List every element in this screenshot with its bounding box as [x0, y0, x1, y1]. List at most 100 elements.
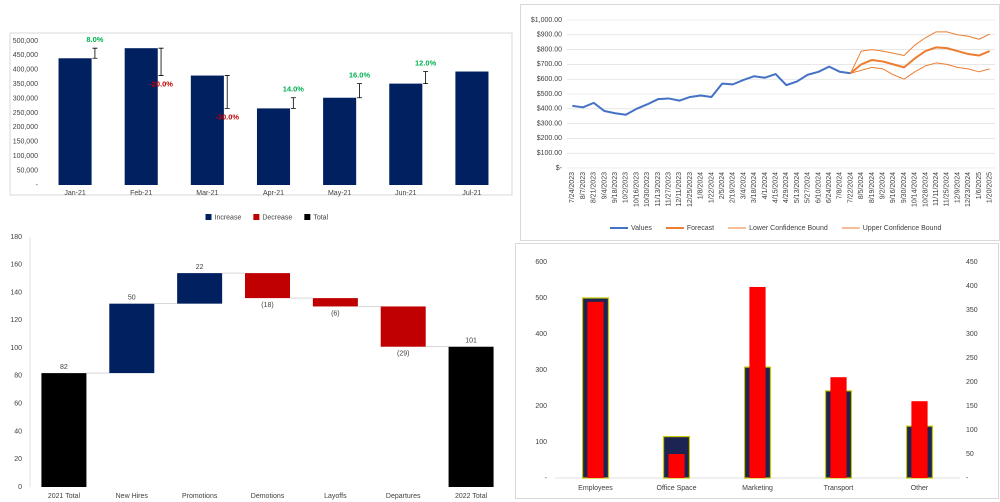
x-tick-label: 11/13/2023 [655, 172, 662, 207]
change-label: -20.0% [149, 80, 173, 89]
change-label: 14.0% [283, 85, 305, 94]
value-label: 22 [196, 264, 204, 271]
x-tick-label: 1/8/2024 [698, 172, 705, 199]
bar [448, 346, 494, 487]
panel-frame [515, 243, 999, 499]
x-tick-label: 4/1/2024 [762, 172, 769, 199]
y-tick-label: $600.00 [537, 76, 562, 83]
x-tick-label: 10/2/2023 [623, 172, 630, 203]
y-tick-label: 20 [14, 456, 22, 463]
bar [109, 303, 155, 374]
x-tick-label: Demotions [251, 493, 285, 500]
bar [389, 83, 423, 185]
legend-swatch [253, 214, 260, 220]
x-tick-label: 11/27/2023 [665, 172, 672, 207]
x-tick-label: 12/23/2024 [965, 172, 972, 207]
y-tick-label: 400,000 [13, 67, 38, 74]
x-tick-label: 9/30/2024 [901, 172, 908, 203]
change-bracket [423, 71, 429, 85]
bar [124, 48, 158, 186]
x-tick-label: 8/7/2023 [580, 172, 587, 199]
y-tick-label: 100,000 [13, 153, 38, 160]
x-tick-label: 1/6/2025 [976, 172, 983, 199]
x-tick-label: 2021 Total [48, 493, 81, 500]
y-tick-label: 150,000 [13, 139, 38, 146]
series-line [850, 31, 990, 74]
x-tick-label: May-21 [328, 190, 351, 197]
y-tick-label: 0 [18, 484, 22, 491]
y-tick-label: 100 [10, 345, 22, 352]
y-tick-label: 80 [14, 373, 22, 380]
change-bracket [92, 47, 98, 59]
change-bracket [158, 47, 164, 76]
y-tick-label: 50,000 [17, 167, 39, 174]
y-tick-label: 200 [966, 379, 978, 386]
y-tick-label: 160 [10, 262, 22, 269]
change-label: 16.0% [349, 71, 371, 80]
panel-frame [9, 32, 513, 196]
x-tick-label: 10/28/2024 [922, 172, 929, 207]
legend-label: Total [313, 214, 328, 221]
bar [323, 97, 357, 185]
y-tick-label: $500.00 [537, 91, 562, 98]
x-tick-label: 7/8/2024 [837, 172, 844, 199]
y-tick-label: 600 [535, 259, 547, 266]
y-tick-label: 500,000 [13, 38, 38, 45]
y-tick-label: $900.00 [537, 32, 562, 39]
x-tick-label: 4/29/2024 [783, 172, 790, 203]
x-tick-label: 3/18/2024 [751, 172, 758, 203]
x-tick-label: Feb-21 [130, 190, 152, 197]
bar [380, 306, 426, 347]
x-tick-label: 4/15/2024 [772, 172, 779, 203]
x-tick-label: 8/5/2024 [858, 172, 865, 199]
value-label: 101 [465, 338, 477, 345]
y-tick-label: $300.00 [537, 120, 562, 127]
x-tick-label: Employees [578, 485, 613, 492]
y-tick-label: $- [556, 165, 563, 172]
change-label: -30.0% [215, 112, 239, 121]
series-line [572, 65, 851, 116]
y-tick-label: $100.00 [537, 150, 562, 157]
value-label: (18) [261, 302, 273, 309]
x-tick-label: Apr-21 [263, 190, 284, 197]
x-tick-label: 3/4/2024 [740, 172, 747, 199]
y-tick-label: 450 [966, 259, 978, 266]
x-tick-label: 12/9/2024 [954, 172, 961, 203]
y-tick-label: 250 [966, 355, 978, 362]
series-line [849, 46, 991, 75]
x-tick-label: 11/25/2024 [944, 172, 951, 207]
x-tick-label: 11/11/2024 [933, 172, 940, 206]
x-tick-label: 8/19/2024 [869, 172, 876, 203]
y-tick-label: $1,000.00 [531, 17, 562, 24]
legend-label: Decrease [262, 214, 292, 221]
x-tick-label: 10/30/2023 [644, 172, 651, 207]
x-tick-label: 9/4/2023 [601, 172, 608, 199]
bar [256, 108, 291, 185]
y-tick-label: 400 [966, 283, 978, 290]
bar [245, 273, 290, 299]
x-tick-label: 12/11/2023 [676, 172, 683, 207]
x-tick-label: 7/24/2023 [569, 172, 576, 203]
x-tick-label: Mar-21 [196, 190, 218, 197]
y-tick-label: 300 [966, 331, 978, 338]
x-tick-label: Jun-21 [395, 190, 417, 197]
x-tick-label: 9/2/2024 [879, 172, 886, 199]
y-tick-label: $800.00 [537, 46, 562, 53]
x-tick-label: Office Space [657, 485, 697, 492]
x-tick-label: 9/16/2024 [890, 172, 897, 203]
y-tick-label: 140 [10, 289, 22, 296]
x-tick-label: 10/16/2023 [633, 172, 640, 207]
x-tick-label: Other [911, 485, 929, 492]
x-tick-label: Jul-21 [462, 190, 481, 197]
y-tick-label: 60 [14, 401, 22, 408]
y-tick-label: 450,000 [13, 52, 38, 59]
change-bracket [356, 83, 362, 99]
x-tick-label: Transport [824, 485, 854, 492]
legend-label: Lower Confidence Bound [749, 225, 828, 232]
x-tick-label: 6/10/2024 [815, 172, 822, 203]
series-line [850, 62, 990, 80]
y-tick-label: 40 [14, 428, 22, 435]
y-tick-label: - [545, 475, 548, 482]
change-label: 12.0% [415, 59, 437, 68]
x-tick-label: 1/22/2024 [708, 172, 715, 203]
